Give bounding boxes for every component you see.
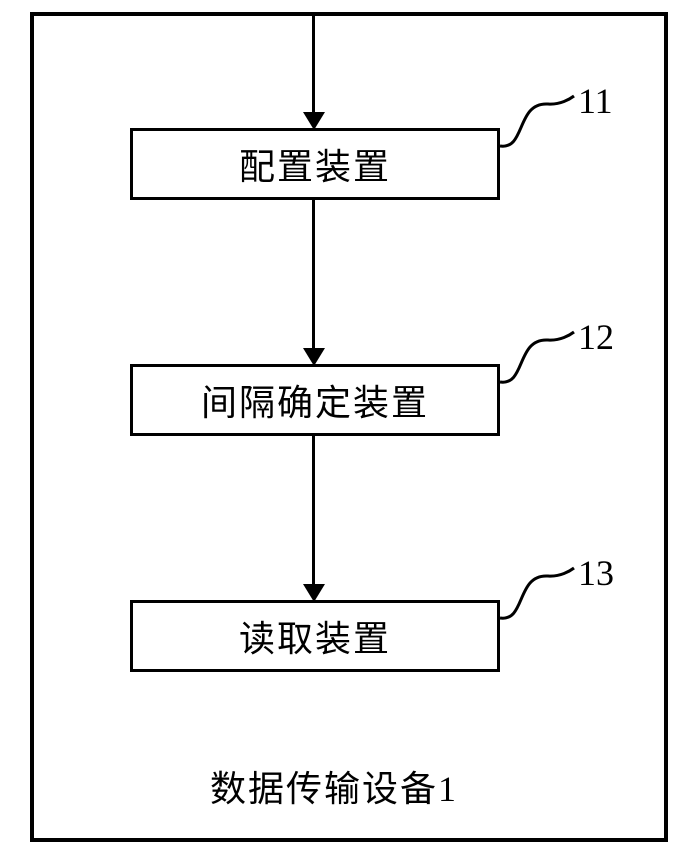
- ref-curve-3: [498, 564, 578, 624]
- ref-num-12: 12: [578, 316, 614, 358]
- ref-curve-2: [498, 328, 578, 388]
- ref-curve-1: [498, 92, 578, 152]
- node-interval-device: 间隔确定装置: [130, 364, 500, 436]
- arrow-line-0: [312, 14, 315, 114]
- ref-num-11: 11: [578, 80, 613, 122]
- node-label-3: 读取装置: [239, 610, 391, 662]
- node-config-device: 配置装置: [130, 128, 500, 200]
- node-label-1: 配置装置: [239, 138, 391, 190]
- arrow-line-1: [312, 200, 315, 350]
- node-label-2: 间隔确定装置: [201, 374, 429, 426]
- diagram-caption: 数据传输设备1: [210, 760, 458, 812]
- ref-num-13: 13: [578, 552, 614, 594]
- node-read-device: 读取装置: [130, 600, 500, 672]
- arrow-line-2: [312, 436, 315, 586]
